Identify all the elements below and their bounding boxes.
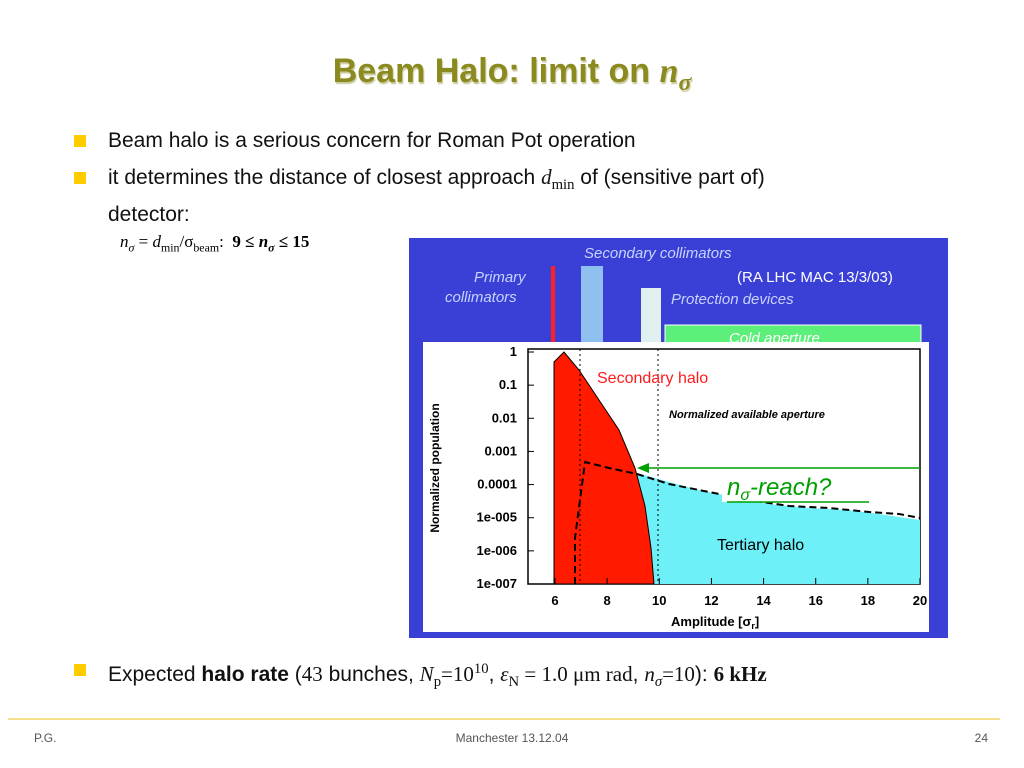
halo-figure-svg: Secondary collimators Primary collimator…	[423, 245, 929, 632]
reference-label: (RA LHC MAC 13/3/03)	[737, 269, 893, 286]
tertiary-halo-label: Tertiary halo	[717, 537, 804, 554]
bullet-text-2: it determines the distance of closest ap…	[108, 165, 765, 227]
y-tick-label: 1e-006	[477, 543, 517, 558]
secondary-collimators-label: Secondary collimators	[584, 245, 732, 262]
secondary-collimator-bar	[581, 266, 603, 354]
bullet-text-3: Expected halo rate (43 bunches, Np=1010,…	[108, 661, 767, 691]
y-tick-label: 1e-007	[477, 576, 517, 591]
y-tick-label: 0.1	[499, 377, 517, 392]
tertiary-halo-area	[637, 473, 920, 584]
title-text: Beam Halo: limit on	[332, 52, 651, 90]
bullet-marker	[74, 172, 86, 184]
secondary-halo-area	[553, 351, 655, 585]
bullet-marker	[74, 135, 86, 147]
footer-divider	[8, 718, 1000, 720]
primary-collimators-label-1: Primary	[474, 269, 527, 286]
normalized-aperture-label: Normalized available aperture	[669, 409, 825, 421]
y-ticks: 1 0.1 0.01 0.001 0.0001 1e-005 1e-006 1e-007	[477, 344, 534, 591]
reach-arrow-head	[637, 463, 649, 473]
x-tick-label: 12	[704, 593, 718, 608]
secondary-halo-label: Secondary halo	[597, 370, 708, 387]
x-tick-label: 18	[861, 593, 875, 608]
x-tick-label: 10	[652, 593, 666, 608]
footer-event: Manchester 13.12.04	[455, 731, 569, 745]
y-axis-label: Normalized population	[428, 403, 442, 532]
protection-device-bar	[641, 288, 661, 354]
x-tick-label: 14	[756, 593, 771, 608]
x-tick-label: 8	[604, 593, 611, 608]
footer-page-number: 24	[974, 731, 988, 745]
x-tick-label: 6	[551, 593, 558, 608]
aperture-dashed-line	[574, 460, 921, 584]
bullet-text-1: Beam halo is a serious concern for Roman…	[108, 129, 636, 152]
x-tick-label: 20	[913, 593, 927, 608]
protection-devices-label: Protection devices	[671, 291, 794, 308]
y-tick-label: 0.01	[492, 410, 517, 425]
title-symbol: nσ	[659, 53, 692, 96]
bullet-marker	[74, 664, 86, 676]
y-tick-label: 0.0001	[477, 477, 517, 492]
primary-collimator-bar	[551, 266, 555, 354]
reach-label-bg	[722, 472, 872, 502]
slide-title: Beam Halo: limit on nσ	[0, 52, 1024, 97]
footer-author: P.G.	[34, 731, 57, 745]
formula: nσ = dmin/σbeam: 9 ≤ nσ ≤ 15	[120, 232, 310, 255]
reach-label: nσ-reach?	[727, 474, 832, 504]
y-tick-label: 1e-005	[477, 510, 517, 525]
x-ticks: 6 8 10 12 14 16 18 20	[551, 578, 927, 608]
x-tick-label: 16	[808, 593, 822, 608]
primary-collimators-label-2: collimators	[445, 289, 517, 306]
halo-figure: Secondary collimators Primary collimator…	[409, 238, 948, 638]
y-tick-label: 0.001	[484, 443, 517, 458]
y-tick-label: 1	[510, 344, 517, 359]
x-axis-label: Amplitude [σr]	[671, 614, 759, 631]
